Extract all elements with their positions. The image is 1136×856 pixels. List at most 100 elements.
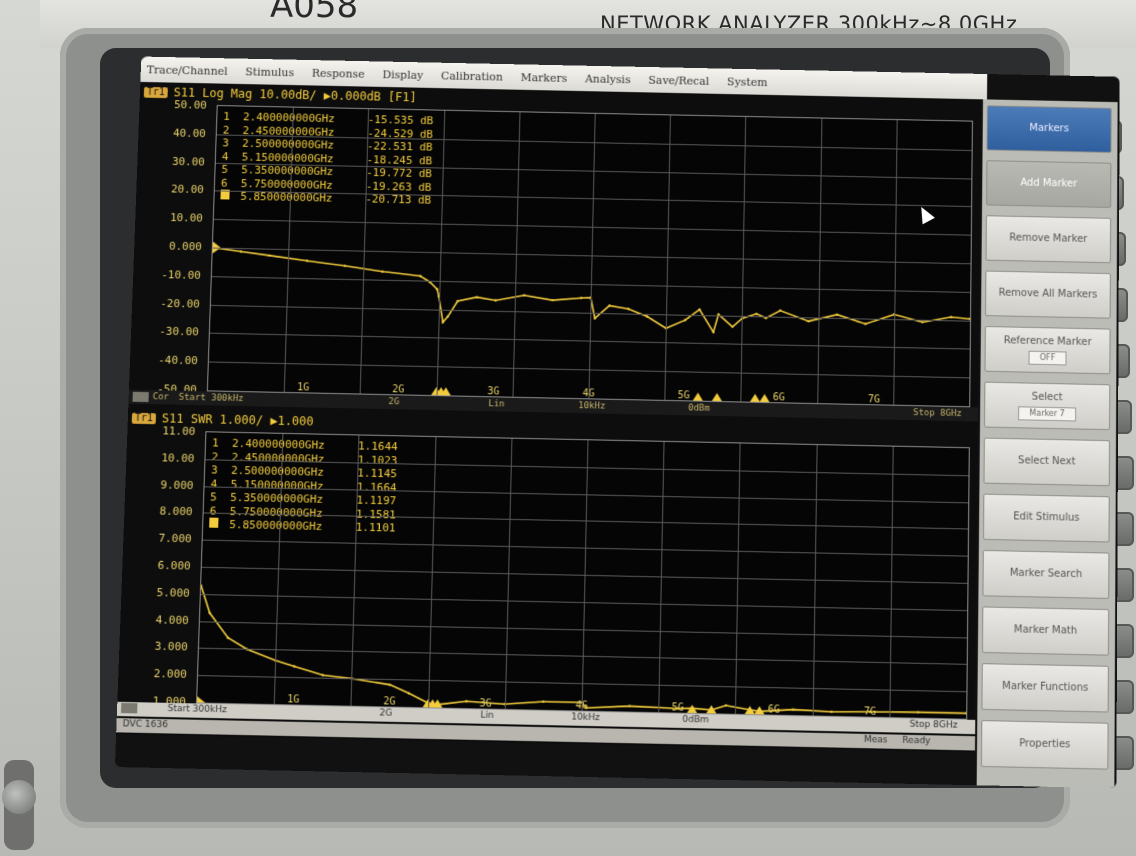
stimulus-param[interactable]: 0dBm xyxy=(688,403,710,413)
upper-trace-panel: Tr1 S11 Log Mag 10.00dB/ ▶0.000dB [F1] 5… xyxy=(128,82,981,426)
y-tick-label: 2.000 xyxy=(153,667,187,681)
x-tick-label: 1G xyxy=(297,382,309,393)
correction-label: Cor xyxy=(152,392,169,402)
x-tick-label: 6G xyxy=(773,392,785,403)
menu-item-response[interactable]: Response xyxy=(312,66,365,80)
lower-plot-area[interactable]: 1 2.400000000GHz 1.1644 2 2.450000000GHz 1.10… xyxy=(196,431,970,719)
softkey-label: Marker Math xyxy=(1014,624,1077,637)
y-tick-label: 0.000 xyxy=(169,240,202,254)
trace-point xyxy=(542,700,544,702)
stimulus-stop[interactable]: Stop 8GHz xyxy=(913,408,962,419)
status-indicator: Meas xyxy=(864,735,888,746)
status-left: DVC 1636 xyxy=(122,719,168,730)
trace-point xyxy=(965,712,967,714)
y-tick-label: -40.00 xyxy=(158,354,198,368)
y-tick-label: 9.000 xyxy=(160,478,194,492)
softkey-label: Select xyxy=(1032,391,1063,404)
lcd-screen: Trace/Channel Stimulus Response Display Cali… xyxy=(115,57,1120,789)
x-tick-label: 1G xyxy=(287,694,300,706)
softkey-marker-math[interactable]: Marker Math xyxy=(982,606,1109,655)
menu-item-stimulus[interactable]: Stimulus xyxy=(245,65,294,79)
softkey-value: Marker 7 xyxy=(1018,406,1075,421)
x-tick-label: 7G xyxy=(868,394,880,405)
y-tick-label: 4.000 xyxy=(155,613,189,627)
y-tick-label: 6.000 xyxy=(157,559,191,573)
stimulus-param[interactable]: Lin xyxy=(488,399,505,409)
stimulus-param[interactable]: 2G xyxy=(379,708,392,718)
stimulus-start[interactable]: Start 300kHz xyxy=(167,704,227,715)
softkey-label: Marker Search xyxy=(1010,568,1083,582)
softkey-markers[interactable]: Markers xyxy=(987,105,1112,153)
y-tick-label: 30.00 xyxy=(172,155,205,168)
marker-triangle-icon[interactable] xyxy=(750,394,760,402)
x-tick-label: 5G xyxy=(678,390,690,401)
x-tick-label: 2G xyxy=(383,696,395,708)
y-tick-label: -10.00 xyxy=(161,268,201,282)
softkey-select-next[interactable]: Select Next xyxy=(983,438,1110,487)
y-tick-label: 10.00 xyxy=(170,211,203,224)
stimulus-param[interactable]: Lin xyxy=(480,710,494,720)
marker-triangle-icon[interactable] xyxy=(712,393,722,401)
softkey-label: Remove Marker xyxy=(1009,232,1087,245)
softkey-label: Reference Marker xyxy=(1004,335,1092,349)
trace-badge: Tr1 xyxy=(132,412,156,423)
y-tick-label: 50.00 xyxy=(174,98,207,111)
softkey-panel: Markers Add Marker Remove Marker Remove All… xyxy=(977,99,1118,788)
trace-point xyxy=(628,705,630,707)
y-tick-label: 5.000 xyxy=(156,586,190,600)
y-tick-label: 10.00 xyxy=(161,451,195,465)
trace-point xyxy=(917,711,919,713)
y-tick-label: 7.000 xyxy=(158,532,192,546)
stimulus-param[interactable]: 10kHz xyxy=(571,712,600,723)
y-tick-label: -30.00 xyxy=(159,325,199,339)
trace-badge: Tr1 xyxy=(144,86,168,97)
model-label: A058 xyxy=(270,0,358,26)
trace-point xyxy=(830,711,832,713)
softkey-value: OFF xyxy=(1029,350,1067,365)
upper-y-axis: 50.00 40.00 30.00 20.00 10.00 0.000 -10.00 -20.… xyxy=(129,101,213,389)
softkey-label: Edit Stimulus xyxy=(1013,511,1079,524)
menu-item-system[interactable]: System xyxy=(727,75,768,89)
menu-item-display[interactable]: Display xyxy=(382,68,423,82)
stimulus-param[interactable]: 0dBm xyxy=(682,715,709,726)
stimulus-param[interactable]: 2G xyxy=(388,397,399,407)
stimulus-param[interactable]: 10kHz xyxy=(578,401,605,412)
x-tick-label: 3G xyxy=(487,386,499,397)
rotary-knob[interactable] xyxy=(2,780,36,814)
menu-item-analysis[interactable]: Analysis xyxy=(585,72,631,86)
softkey-remove-marker[interactable]: Remove Marker xyxy=(986,215,1112,263)
upper-plot-area[interactable]: 1 2.400000000GHz -15.535 dB 2 2.450000000GHz… xyxy=(207,105,973,407)
x-tick-label: 6G xyxy=(768,704,780,716)
y-tick-label: -20.00 xyxy=(160,296,200,310)
channel-status-icon xyxy=(132,392,148,402)
menu-item-calibration[interactable]: Calibration xyxy=(441,69,503,83)
menu-item-save-recal[interactable]: Save/Recal xyxy=(648,73,709,87)
status-indicator: Ready xyxy=(902,736,930,747)
marker-triangle-icon[interactable] xyxy=(760,394,770,402)
softkey-label: Markers xyxy=(1029,123,1068,136)
channel-status-icon xyxy=(121,703,138,714)
stimulus-start[interactable]: Start 300kHz xyxy=(178,393,243,404)
lower-trace-panel: Tr1 S11 SWR 1.000/ ▶1.000 11.00 10.00 9.00… xyxy=(116,408,978,753)
x-tick-label: 3G xyxy=(479,698,491,710)
y-tick-label: 3.000 xyxy=(154,640,188,654)
lower-trace-header[interactable]: Tr1 S11 SWR 1.000/ ▶1.000 xyxy=(132,410,314,430)
stimulus-stop[interactable]: Stop 8GHz xyxy=(909,720,957,731)
x-tick-label: 5G xyxy=(672,702,684,714)
softkey-marker-search[interactable]: Marker Search xyxy=(982,550,1109,599)
softkey-remove-all-markers[interactable]: Remove All Markers xyxy=(985,271,1111,319)
x-tick-label: 2G xyxy=(392,384,404,395)
softkey-add-marker[interactable]: Add Marker xyxy=(986,160,1111,208)
menu-item-markers[interactable]: Markers xyxy=(520,71,567,85)
y-tick-label: 11.00 xyxy=(162,424,196,438)
marker-triangle-icon[interactable] xyxy=(693,393,703,401)
softkey-label: Marker Functions xyxy=(1002,681,1088,695)
softkey-label: Select Next xyxy=(1018,455,1075,468)
softkey-edit-stimulus[interactable]: Edit Stimulus xyxy=(983,494,1110,543)
softkey-label: Add Marker xyxy=(1020,178,1077,191)
softkey-reference-marker[interactable]: Reference Marker OFF xyxy=(985,326,1111,374)
softkey-select[interactable]: Select Marker 7 xyxy=(984,382,1110,431)
softkey-marker-functions[interactable]: Marker Functions xyxy=(981,663,1108,712)
menu-item-trace-channel[interactable]: Trace/Channel xyxy=(147,63,228,77)
softkey-properties[interactable]: Properties xyxy=(981,720,1109,770)
